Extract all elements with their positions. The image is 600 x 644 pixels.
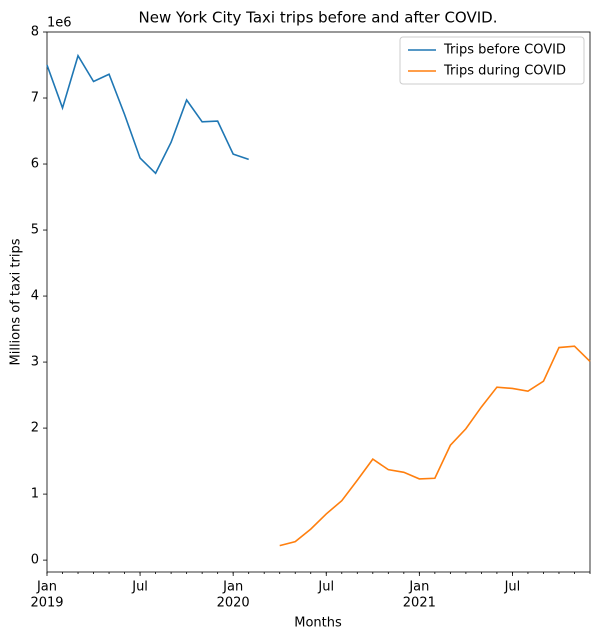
y-tick-label: 7 [31,91,39,106]
x-tick-label: Jan [222,580,243,595]
series-line [46,53,249,175]
y-tick-label: 2 [31,421,39,436]
x-tick-year: 2020 [217,596,250,611]
legend-box [399,36,585,85]
x-tick-label: Jul [504,580,521,595]
x-tick-label: Jan [408,580,429,595]
legend: Trips before COVID Trips during COVID [399,36,585,85]
y-tick-label: 5 [31,223,39,238]
y-tick-label: 8 [31,25,39,40]
y-offset-label: 1e6 [47,16,72,31]
chart-title: New York City Taxi trips before and afte… [139,9,498,27]
x-tick-label: Jan [36,580,57,595]
x-tick-label: Jul [131,580,148,595]
plot-frame [46,31,591,573]
x-tick-year: 2021 [403,596,436,611]
legend-label: Trips during COVID [443,64,566,79]
x-axis-label: Months [294,616,342,631]
legend-label: Trips before COVID [443,43,566,58]
series-line [279,345,591,547]
y-axis-label: Millions of taxi trips [9,238,24,365]
y-tick-label: 4 [31,289,39,304]
y-tick-label: 0 [31,553,39,568]
y-tick-label: 1 [31,487,39,502]
x-tick-label: Jul [317,580,334,595]
x-tick-year: 2019 [30,596,63,611]
y-tick-label: 6 [31,157,39,172]
y-tick-label: 3 [31,355,39,370]
